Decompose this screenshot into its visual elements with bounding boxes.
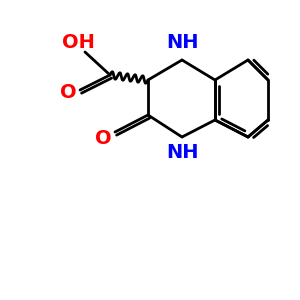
Text: OH: OH (61, 32, 94, 52)
Text: O: O (95, 128, 111, 148)
Text: O: O (60, 82, 76, 101)
Text: NH: NH (166, 32, 198, 52)
Text: NH: NH (166, 143, 198, 163)
